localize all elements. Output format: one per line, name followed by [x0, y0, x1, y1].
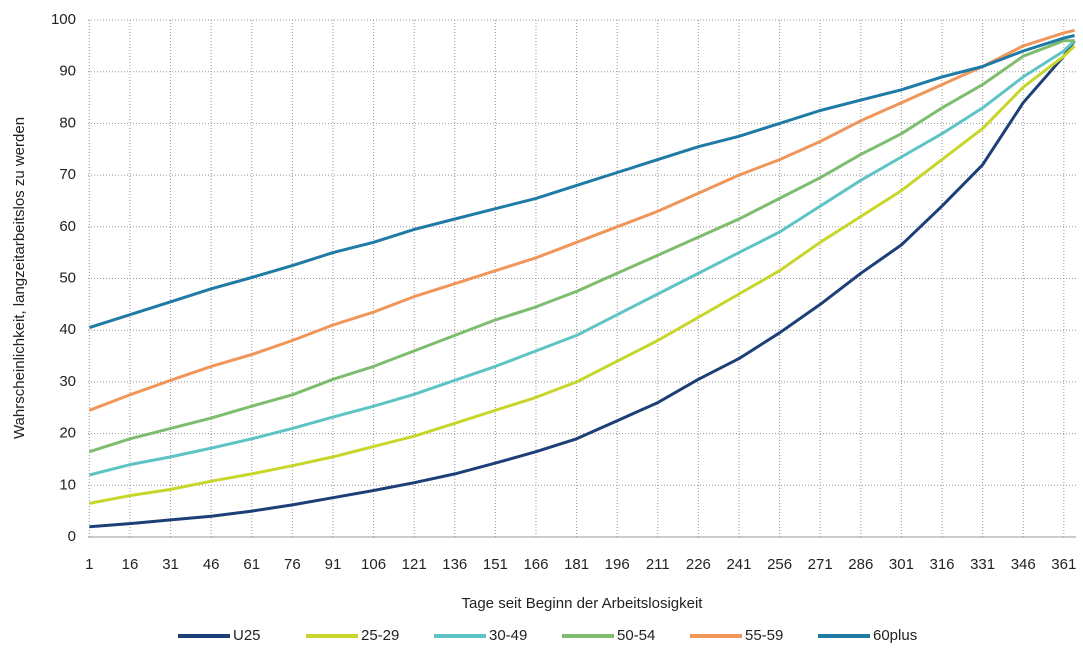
- x-tick-label: 211: [646, 556, 670, 573]
- legend-label: U25: [233, 627, 261, 644]
- legend-label: 60plus: [873, 627, 917, 644]
- x-tick-label: 166: [523, 556, 548, 573]
- x-tick-label: 181: [564, 556, 589, 573]
- y-tick-label: 40: [59, 321, 76, 338]
- x-axis-label: Tage seit Beginn der Arbeitslosigkeit: [462, 595, 704, 612]
- y-tick-label: 80: [59, 114, 76, 131]
- legend-label: 30-49: [489, 627, 527, 644]
- x-tick-label: 256: [767, 556, 792, 573]
- x-tick-label: 241: [726, 556, 751, 573]
- x-tick-label: 31: [162, 556, 179, 573]
- x-tick-label: 106: [361, 556, 386, 573]
- y-tick-label: 100: [51, 11, 76, 28]
- x-tick-label: 1: [85, 556, 93, 573]
- series-line: [88, 28, 1075, 412]
- y-tick-label: 50: [59, 269, 76, 286]
- y-tick-label: 30: [59, 373, 76, 390]
- x-tick-label: 301: [889, 556, 914, 573]
- legend-label: 50-54: [617, 627, 655, 644]
- x-tick-label: 271: [808, 556, 833, 573]
- x-tick-label: 121: [402, 556, 427, 573]
- x-tick-label: 76: [284, 556, 301, 573]
- legend-label: 55-59: [745, 627, 783, 644]
- series-line: [89, 39, 1076, 477]
- legend-label: 25-29: [361, 627, 399, 644]
- x-tick-label: 16: [122, 556, 139, 573]
- series-line: [88, 39, 1075, 454]
- x-tick-label: 316: [929, 556, 954, 573]
- x-tick-label: 151: [483, 556, 508, 573]
- series-line: [89, 44, 1076, 505]
- x-tick-label: 286: [848, 556, 873, 573]
- x-tick-label: 91: [325, 556, 342, 573]
- series-line: [88, 34, 1075, 330]
- x-tick-label: 226: [686, 556, 711, 573]
- x-tick-label: 196: [605, 556, 630, 573]
- y-tick-label: 90: [59, 63, 76, 80]
- y-tick-label: 20: [59, 425, 76, 442]
- x-tick-label: 346: [1011, 556, 1036, 573]
- x-tick-label: 61: [243, 556, 260, 573]
- x-tick-label: 46: [203, 556, 220, 573]
- x-tick-label: 361: [1051, 556, 1076, 573]
- y-tick-label: 10: [59, 476, 76, 493]
- x-tick-label: 331: [970, 556, 995, 573]
- x-tick-label: 136: [442, 556, 467, 573]
- series-line: [89, 39, 1076, 529]
- y-tick-label: 0: [68, 528, 76, 545]
- y-tick-label: 60: [59, 218, 76, 235]
- y-axis-label: Wahrscheinlichkeit, langzeitarbeitslos z…: [11, 117, 28, 439]
- y-tick-label: 70: [59, 166, 76, 183]
